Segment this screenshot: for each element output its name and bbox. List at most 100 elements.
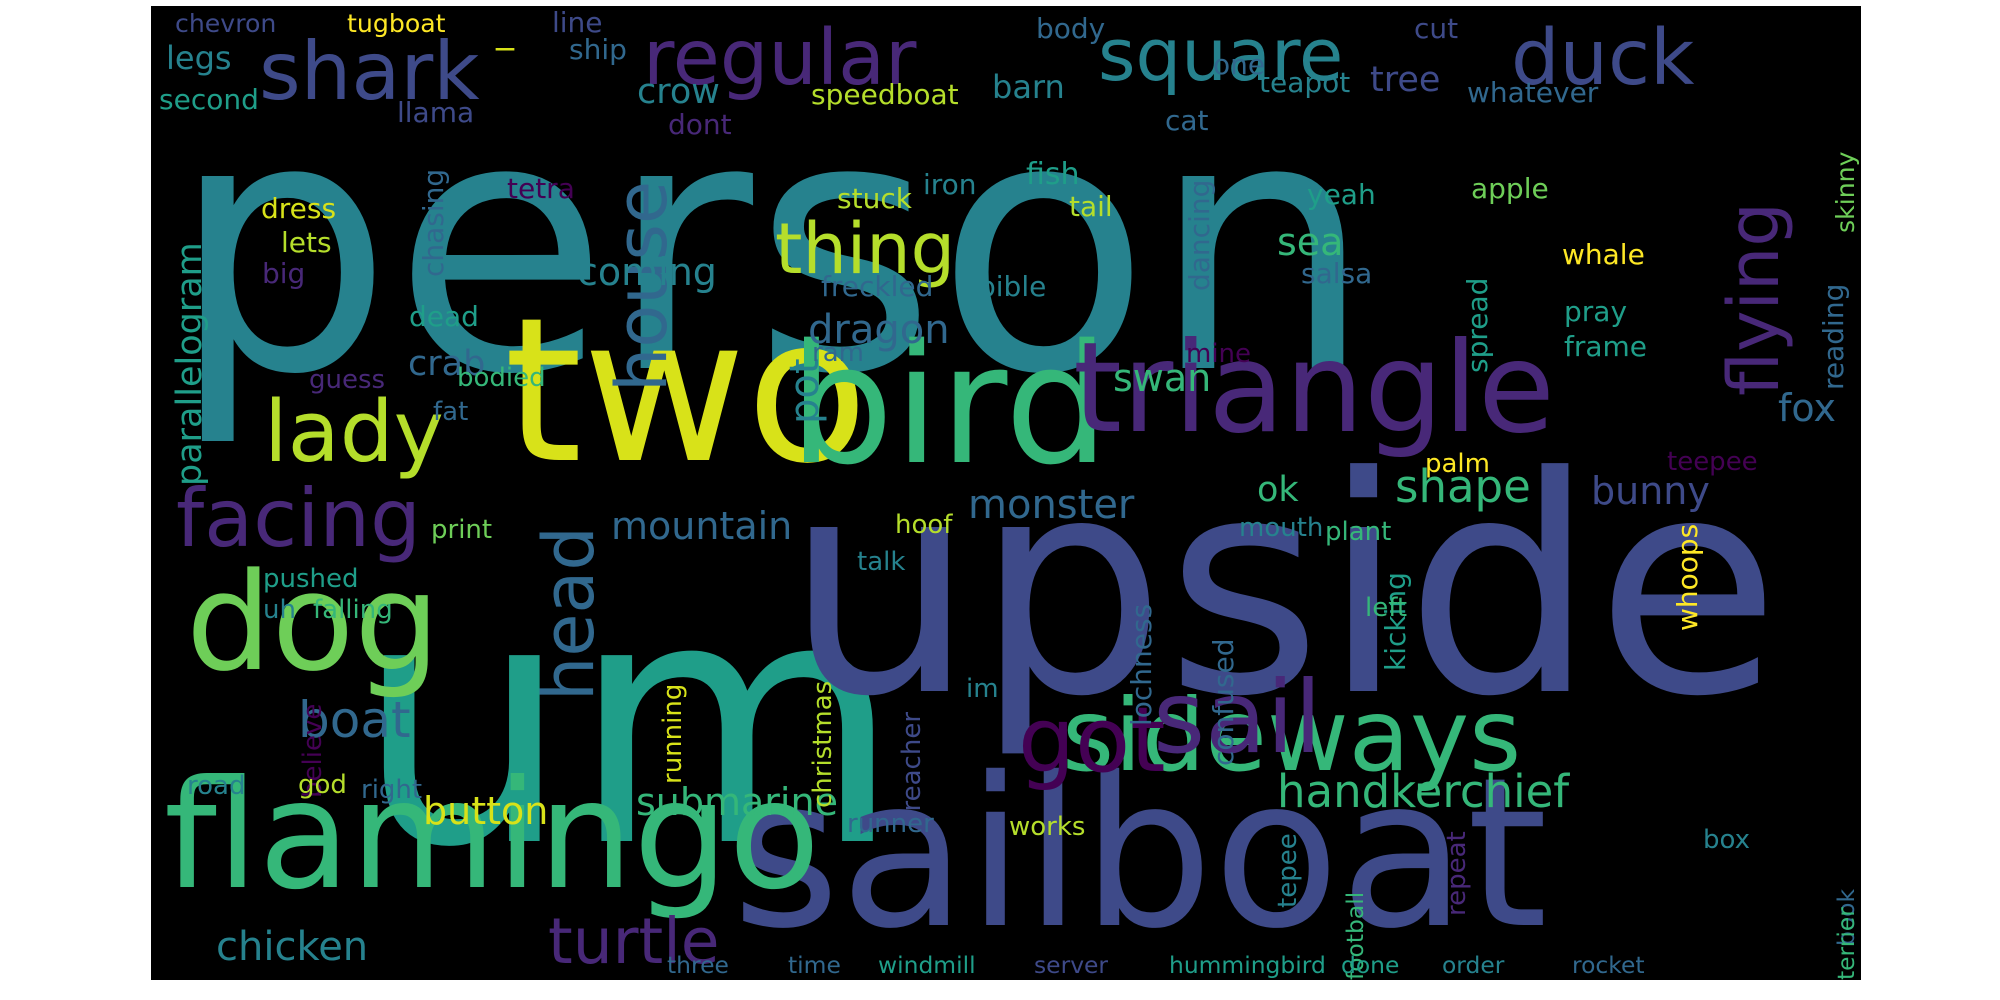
word-terrier: terrier [1832, 907, 1860, 980]
word-running: running [658, 684, 688, 784]
word-cat: cat [1165, 104, 1209, 137]
word-crow: crow [637, 72, 720, 112]
word-fat: fat [433, 397, 468, 427]
word-turtle: turtle [548, 905, 720, 978]
word-ram: ram [812, 338, 864, 368]
word-box: box [1703, 825, 1750, 855]
word-windmill: windmill [878, 951, 976, 979]
word-person: person [170, 42, 1373, 451]
word-server: server [1034, 951, 1108, 979]
word-speedboat: speedboat [811, 78, 959, 111]
word-dress: dress [261, 192, 336, 225]
word-whatever: whatever [1467, 76, 1599, 109]
word-bible: bible [978, 270, 1046, 303]
word-two: two [504, 275, 868, 508]
word-parallelogram: parallelogram [170, 242, 210, 486]
word-order: order [1442, 951, 1505, 979]
word-chasing: chasing [417, 169, 450, 277]
word-yeah: yeah [1307, 178, 1376, 211]
word-dog: dog [186, 544, 440, 701]
word-kicking: kicking [1379, 572, 1412, 671]
word-bunny: bunny [1591, 469, 1710, 513]
word-teepee: teepee [1667, 447, 1758, 477]
word-lady: lady [264, 383, 444, 482]
word-tepee: tepee [1273, 833, 1303, 908]
word-flamingo: flamingo [164, 749, 820, 923]
word-uh: uh [263, 595, 296, 625]
word-ship: ship [569, 33, 627, 66]
word-legs: legs [166, 39, 232, 77]
word-tetra: tetra [507, 172, 575, 205]
word-hoof: hoof [895, 510, 953, 540]
word-rocket: rocket [1572, 951, 1645, 979]
word-left: left [1365, 593, 1407, 623]
word-triangle: triangle [1073, 316, 1555, 461]
word-im: im [966, 674, 999, 704]
word-reading: reading [1817, 284, 1850, 390]
word-line: line [552, 6, 603, 39]
word-sail: sail [1153, 659, 1322, 776]
word-bodied: bodied [457, 363, 546, 393]
word-mine: mine [1186, 339, 1251, 369]
word-preacher: preacher [897, 712, 927, 828]
word-handkerchief: handkerchief [1277, 765, 1570, 818]
word-um: um [355, 526, 902, 922]
word-christmas: christmas [808, 681, 838, 808]
word-regular: regular [643, 14, 917, 103]
word-fish: fish [1026, 157, 1080, 192]
word-pot: pot [782, 358, 828, 424]
word-cut: cut [1414, 12, 1458, 45]
word-upside: upside [785, 413, 1780, 762]
word-plant: plant [1325, 517, 1391, 547]
word-print: print [431, 515, 492, 545]
word-duck: duck [1511, 14, 1695, 103]
word-lets: lets [281, 226, 332, 259]
word-whale: whale [1562, 238, 1645, 271]
word-cloud-panel: person um upside sail boat flamingo two bird dog… [151, 6, 1861, 980]
word-boat: boat [298, 691, 411, 749]
word-road: road [187, 771, 245, 801]
word-tree: tree [1370, 60, 1440, 100]
word-three: three [667, 951, 729, 979]
word-confused: confused [1207, 639, 1240, 766]
word-frame: frame [1564, 330, 1647, 363]
word-dont: dont [668, 108, 732, 141]
word-right: right [361, 775, 422, 805]
word-iron: iron [923, 168, 977, 201]
word-shape: shape [1395, 460, 1531, 513]
word-monster: monster [968, 482, 1135, 528]
word-second: second [159, 83, 259, 116]
word-button: button [423, 789, 548, 833]
word-whoops: whoops [1671, 524, 1704, 631]
word-underscore: _ [495, 10, 515, 51]
word-chevron: chevron [175, 9, 276, 38]
word-book: book [1832, 889, 1860, 946]
word-head: head [528, 526, 610, 701]
word-done: done [1341, 951, 1399, 979]
word-god: god [298, 770, 347, 800]
word-football: football [1341, 892, 1369, 980]
word-crab: crab [408, 344, 485, 384]
word-spread: spread [1461, 278, 1494, 373]
word-runner: runner [847, 809, 934, 839]
word-falling: falling [313, 595, 393, 625]
word-dead: dead [409, 300, 479, 333]
word-talk: talk [857, 547, 905, 577]
word-llama: llama [397, 96, 474, 129]
word-teapot: teapot [1259, 66, 1350, 99]
word-dancing: dancing [1183, 180, 1216, 291]
word-mouth: mouth [1239, 513, 1323, 543]
word-believe: believe [298, 704, 328, 798]
word-barn: barn [992, 68, 1065, 106]
word-freckled: freckled [821, 270, 933, 303]
word-salsa: salsa [1301, 257, 1372, 290]
word-facing: facing [176, 472, 421, 565]
word-swan: swan [1113, 356, 1211, 400]
word-bird: bird [789, 309, 1109, 501]
word-chicken: chicken [216, 924, 368, 970]
word-thing: thing [775, 208, 955, 290]
word-got: got [1018, 688, 1165, 793]
word-tugboat: tugboat [347, 9, 446, 38]
word-works: works [1009, 812, 1085, 842]
